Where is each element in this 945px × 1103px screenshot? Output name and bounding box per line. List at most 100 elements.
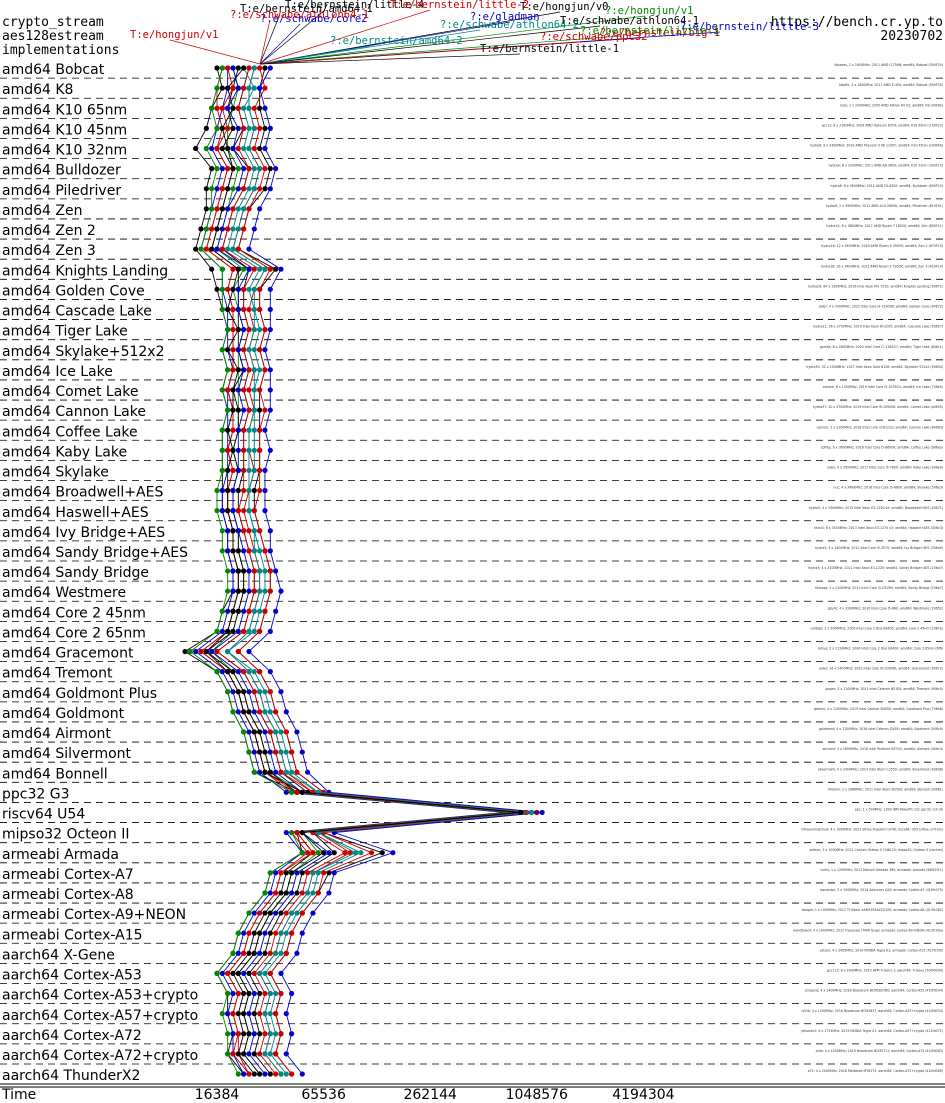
legend-entry: T:e/hongjun/v1 <box>130 29 219 41</box>
data-point <box>257 487 263 494</box>
data-point <box>273 266 279 272</box>
data-point <box>246 970 252 977</box>
row-label: amd64 Silvermont <box>2 746 132 762</box>
data-point <box>267 729 273 735</box>
data-point <box>225 528 231 534</box>
data-point <box>305 890 311 896</box>
row-label: amd64 Zen 2 <box>2 223 96 239</box>
data-point <box>241 286 247 292</box>
machine-note: hydra8; 8 x 3600MHz; 2012 AMD FX-8350; a… <box>830 184 943 188</box>
data-point <box>230 990 236 997</box>
data-point <box>257 125 263 131</box>
data-point <box>203 226 209 232</box>
data-point <box>230 85 236 91</box>
data-point <box>267 125 273 131</box>
data-point <box>257 548 263 554</box>
data-point <box>225 1011 231 1017</box>
data-point <box>262 166 268 172</box>
data-point <box>251 125 257 131</box>
data-point <box>219 427 225 433</box>
x-axis: Time 16384 65536 262144 1048576 4194304 <box>0 1083 945 1103</box>
data-point <box>246 950 252 956</box>
data-point <box>278 689 284 695</box>
data-point <box>241 508 247 514</box>
data-point <box>273 568 279 574</box>
row-label: armeabi Cortex-A8 <box>2 887 134 903</box>
data-point <box>241 65 247 71</box>
data-point <box>230 326 236 333</box>
data-point <box>273 769 279 775</box>
data-point <box>273 950 279 956</box>
data-point <box>225 568 231 574</box>
data-point <box>235 306 241 313</box>
machine-note: nuc; 4 x 3400MHz; 2016 Intel Core i5-660… <box>833 486 943 490</box>
data-point <box>246 266 252 272</box>
data-point <box>230 588 236 594</box>
data-point <box>241 145 247 152</box>
data-point <box>262 508 268 514</box>
header-url[interactable]: https://bench.cr.yp.to <box>770 15 943 30</box>
data-point <box>214 105 220 111</box>
data-point <box>219 105 225 111</box>
data-point <box>209 648 215 655</box>
data-point <box>528 809 535 816</box>
machine-note: hbafrk, 2 x 1800MHz; 2011 AMD E-450; amd… <box>839 83 943 87</box>
data-point <box>262 689 268 695</box>
data-point <box>310 890 316 896</box>
legend-leader <box>259 35 621 65</box>
data-point <box>257 950 263 956</box>
data-point <box>267 1071 273 1077</box>
data-point <box>278 729 284 735</box>
legend-entry: T:e/hongjun/v0 <box>520 1 609 13</box>
data-point <box>235 65 241 71</box>
data-point <box>209 105 215 111</box>
data-point <box>310 870 316 876</box>
data-point <box>241 1071 247 1077</box>
data-point <box>219 548 225 554</box>
data-point <box>246 125 252 131</box>
data-point <box>262 65 268 71</box>
row-label: amd64 Sandy Bridge+AES <box>2 545 188 561</box>
data-point <box>251 367 257 373</box>
data-point <box>262 950 268 956</box>
data-point <box>251 186 257 192</box>
legend-entry: T:e/bernstein/little-2 <box>390 0 529 11</box>
data-point <box>246 749 252 755</box>
data-point <box>241 186 247 192</box>
data-point <box>267 1011 273 1017</box>
data-point <box>251 226 257 232</box>
data-point <box>278 950 284 956</box>
data-point <box>267 1031 273 1037</box>
data-point <box>214 125 220 131</box>
data-point <box>262 930 268 936</box>
machine-note: alder; 4 x 3000MHz; 2022 Intel Core i9-1… <box>819 305 943 309</box>
data-point <box>225 487 231 494</box>
data-point <box>246 326 252 333</box>
data-point <box>187 648 193 655</box>
data-point <box>262 145 268 152</box>
data-point <box>230 528 236 534</box>
data-point <box>225 145 231 152</box>
machine-note: kblades, 2 x 1600MHz; 2011 AMD G-T56N; a… <box>835 63 943 67</box>
row-label: mipso32 Octeon II <box>2 827 130 843</box>
data-point <box>241 387 247 393</box>
data-point <box>267 970 273 977</box>
data-point <box>257 347 263 353</box>
data-point <box>235 266 241 272</box>
machine-note: cannon; 2 x 2200MHz; 2018 Intel Core i3-… <box>817 425 943 429</box>
row-label: amd64 Westmere <box>2 585 126 601</box>
row-label: amd64 Core 2 65nm <box>2 625 146 641</box>
data-point <box>257 367 263 373</box>
legend-leader <box>259 15 646 65</box>
data-point <box>278 890 284 896</box>
row-label: armeabi Armada <box>2 847 119 863</box>
row-label: amd64 K10 45nm <box>2 122 127 138</box>
row-label: amd64 Core 2 45nm <box>2 605 146 621</box>
data-point <box>273 870 279 876</box>
data-point <box>262 749 268 755</box>
x-tick-label: 16384 <box>195 1087 240 1103</box>
data-point <box>262 326 268 333</box>
data-point <box>257 447 263 453</box>
x-tick-label: 4194304 <box>612 1087 674 1103</box>
machine-note: kaby; 4 x 3500MHz; 2017 Intel Core i5-76… <box>827 466 943 470</box>
